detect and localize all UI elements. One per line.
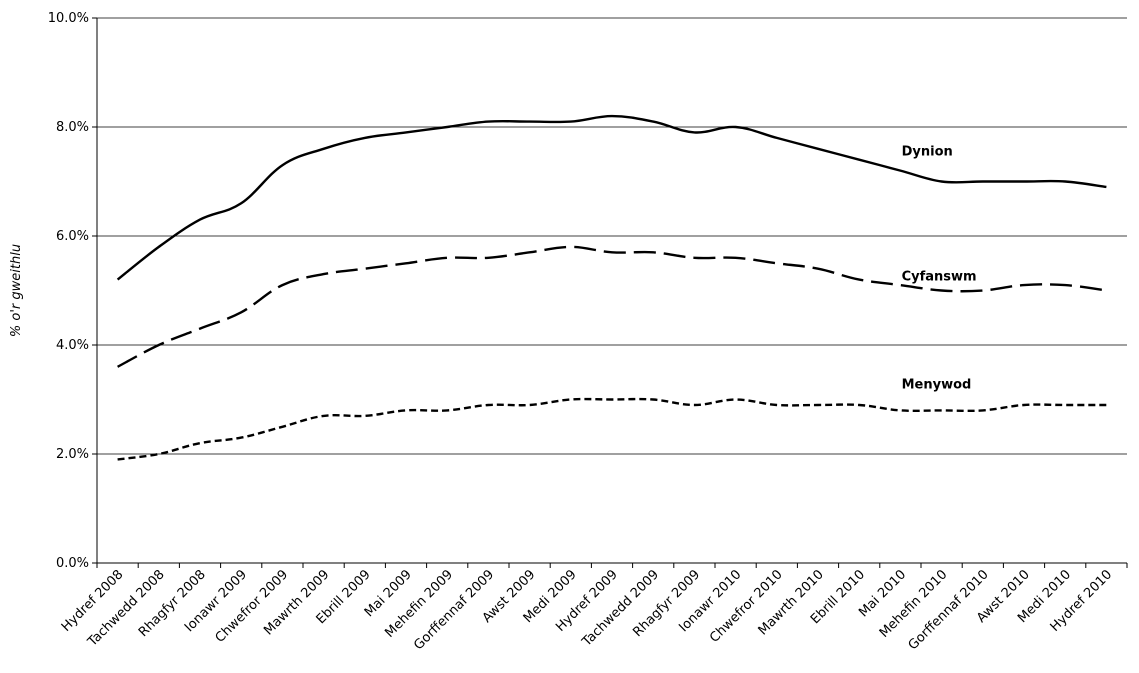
series-lines bbox=[116, 114, 1107, 461]
x-tick-label: Chwefror 2009 bbox=[213, 567, 292, 646]
y-tick-label: 6.0% bbox=[56, 229, 89, 244]
series-labels: Dynion Cyfanswm Menywod bbox=[902, 145, 977, 393]
series-label: Menywod bbox=[902, 377, 972, 392]
series-line-menywod bbox=[117, 397, 1107, 461]
y-tick-label: 8.0% bbox=[56, 120, 89, 135]
y-axis-title: % o'r gweithlu bbox=[9, 244, 24, 337]
y-tick-label: 0.0% bbox=[56, 556, 89, 571]
series-label: Cyfanswm bbox=[902, 270, 977, 285]
y-axis-ticks: 0.0% 2.0% 4.0% 6.0% 8.0% 10.0% bbox=[48, 11, 97, 571]
series-line-dynion bbox=[116, 114, 1107, 281]
y-tick-label: 4.0% bbox=[56, 338, 89, 353]
series-line-cyfanswm bbox=[117, 245, 1107, 368]
x-tick-label: Tachwedd 2009 bbox=[579, 567, 662, 650]
x-tick-label: Chwefror 2010 bbox=[707, 567, 786, 646]
x-tick-label: Tachwedd 2008 bbox=[85, 567, 168, 650]
gridlines bbox=[97, 17, 1127, 455]
series-label: Dynion bbox=[902, 145, 953, 160]
y-tick-label: 10.0% bbox=[48, 11, 89, 26]
y-tick-label: 2.0% bbox=[56, 447, 89, 462]
